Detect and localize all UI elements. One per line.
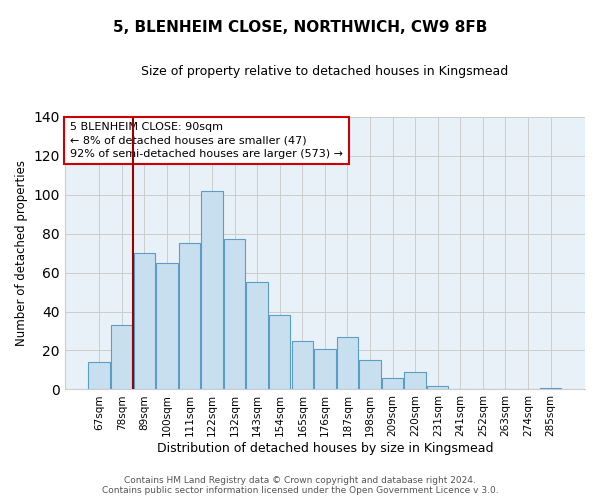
Bar (224, 240, 245, 390)
Text: Contains HM Land Registry data © Crown copyright and database right 2024.
Contai: Contains HM Land Registry data © Crown c… (101, 476, 499, 495)
Bar (88, 362, 110, 390)
Bar (111, 325, 133, 390)
Bar (314, 348, 335, 390)
Bar (427, 386, 448, 390)
Y-axis label: Number of detached properties: Number of detached properties (15, 160, 28, 346)
Title: Size of property relative to detached houses in Kingsmead: Size of property relative to detached ho… (141, 65, 509, 78)
Bar (202, 190, 223, 390)
Bar (269, 316, 290, 390)
Bar (134, 253, 155, 390)
Bar (247, 282, 268, 390)
Text: 5, BLENHEIM CLOSE, NORTHWICH, CW9 8FB: 5, BLENHEIM CLOSE, NORTHWICH, CW9 8FB (113, 20, 487, 35)
Bar (359, 360, 381, 390)
Bar (404, 372, 426, 390)
X-axis label: Distribution of detached houses by size in Kingsmead: Distribution of detached houses by size … (157, 442, 493, 455)
Bar (156, 263, 178, 390)
Bar (179, 244, 200, 390)
Bar (382, 378, 403, 390)
Bar (337, 337, 358, 390)
Bar (540, 388, 562, 390)
Bar (292, 340, 313, 390)
Text: 5 BLENHEIM CLOSE: 90sqm
← 8% of detached houses are smaller (47)
92% of semi-det: 5 BLENHEIM CLOSE: 90sqm ← 8% of detached… (70, 122, 343, 158)
